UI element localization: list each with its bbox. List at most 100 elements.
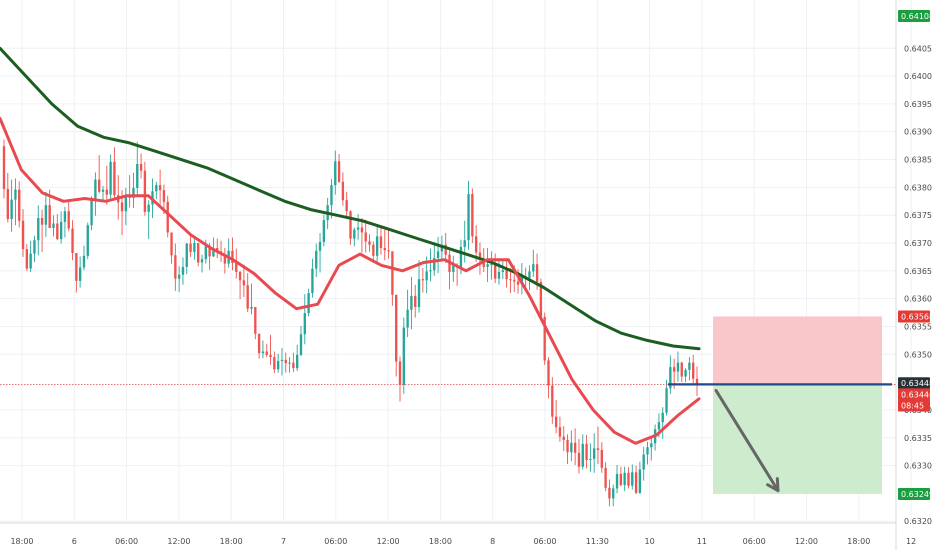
candle-body bbox=[402, 327, 405, 385]
candle-body bbox=[181, 266, 185, 275]
candle-body bbox=[593, 448, 596, 459]
candle-body bbox=[615, 473, 619, 489]
candle-body bbox=[486, 264, 489, 267]
candle-body bbox=[37, 217, 40, 241]
candle-body bbox=[650, 443, 653, 448]
x-tick-label: 06:00 bbox=[115, 537, 138, 546]
candle-body bbox=[33, 240, 36, 254]
candle-body bbox=[497, 271, 501, 279]
candle-body bbox=[303, 313, 306, 335]
x-tick-label: 18:00 bbox=[220, 537, 243, 546]
candle-body bbox=[395, 294, 398, 362]
candle-body bbox=[414, 295, 417, 308]
candle-body bbox=[250, 307, 253, 309]
candle-body bbox=[600, 450, 603, 468]
candle-body bbox=[189, 243, 192, 252]
x-tick-label: 18:00 bbox=[10, 537, 33, 546]
candle-body bbox=[254, 307, 257, 334]
candle-body bbox=[577, 452, 581, 467]
candle-body bbox=[467, 194, 470, 241]
price-badge-label: 0.63568 bbox=[901, 312, 932, 321]
candle-body bbox=[193, 243, 196, 252]
candle-body bbox=[547, 360, 550, 386]
candle-body bbox=[216, 248, 219, 252]
candle-body bbox=[421, 279, 425, 281]
x-tick-label: 10 bbox=[645, 537, 655, 546]
candle-body bbox=[623, 472, 626, 486]
candle-body bbox=[417, 279, 421, 308]
candle-body bbox=[48, 205, 51, 228]
candle-body bbox=[284, 359, 287, 364]
candlestick-series bbox=[2, 139, 699, 507]
candle-body bbox=[349, 211, 352, 239]
candle-body bbox=[372, 244, 375, 256]
candle-body bbox=[516, 281, 520, 285]
candle-body bbox=[661, 412, 664, 423]
time-axis[interactable]: 18:00 6 06:00 12:00 18:00 7 06:00 12:00 18:00 8 06… bbox=[0, 522, 916, 546]
candle-body bbox=[535, 264, 539, 282]
candle-body bbox=[631, 472, 634, 486]
candle-body bbox=[551, 385, 554, 417]
candle-body bbox=[604, 467, 607, 488]
candle-body bbox=[82, 255, 86, 268]
candle-body bbox=[638, 469, 642, 493]
candle-body bbox=[391, 251, 394, 295]
candle-body bbox=[292, 362, 295, 369]
candle-body bbox=[646, 447, 649, 455]
candle-body bbox=[562, 436, 565, 440]
price-badge bbox=[898, 310, 930, 323]
candle-body bbox=[105, 189, 108, 195]
candle-body bbox=[387, 250, 390, 252]
candle-body bbox=[147, 204, 150, 212]
candle-body bbox=[2, 146, 6, 190]
candle-body bbox=[429, 270, 432, 272]
candle-body bbox=[212, 248, 215, 257]
projection-arrow-line bbox=[714, 388, 780, 493]
candle-body bbox=[612, 488, 615, 499]
x-tick-label: 06:00 bbox=[324, 537, 347, 546]
candle-body bbox=[379, 236, 383, 249]
ma-long-line bbox=[0, 46, 701, 351]
x-tick-label: 18:00 bbox=[429, 537, 452, 546]
candle-body bbox=[185, 243, 188, 267]
candle-body bbox=[436, 251, 440, 259]
projection-arrow-head bbox=[766, 477, 780, 493]
candle-body bbox=[71, 228, 74, 254]
candle-body bbox=[345, 200, 348, 212]
x-tick-label: 06:00 bbox=[533, 537, 556, 546]
candle-body bbox=[627, 472, 630, 486]
candle-body bbox=[29, 253, 32, 269]
x-tick-label: 12:00 bbox=[795, 537, 818, 546]
candle-body bbox=[478, 252, 482, 261]
candle-body bbox=[433, 258, 436, 271]
candle-body bbox=[242, 280, 246, 286]
candle-body bbox=[695, 378, 699, 385]
candle-body bbox=[474, 236, 478, 253]
candle-body bbox=[570, 442, 573, 453]
candle-body bbox=[14, 189, 17, 200]
candle-body bbox=[162, 190, 166, 202]
candle-body bbox=[90, 199, 93, 226]
candle-body bbox=[174, 255, 177, 279]
candle-body bbox=[596, 448, 600, 451]
candle-body bbox=[375, 236, 379, 256]
candle-body bbox=[425, 271, 428, 281]
candle-body bbox=[170, 232, 173, 256]
candle-body bbox=[318, 241, 322, 251]
candle-body bbox=[581, 443, 584, 467]
candle-body bbox=[59, 221, 63, 240]
candle-body bbox=[364, 232, 367, 242]
ma-short-line bbox=[0, 116, 701, 445]
candle-body bbox=[109, 161, 112, 195]
candle-body bbox=[692, 362, 695, 379]
candle-body bbox=[383, 248, 386, 251]
